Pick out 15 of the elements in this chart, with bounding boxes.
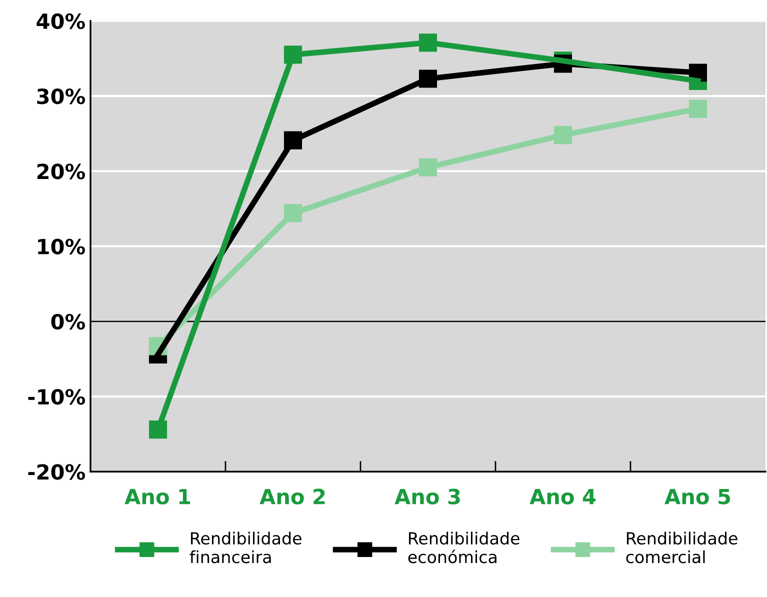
y-tick-label: -10%	[28, 388, 85, 405]
legend-label: Rendibilidade económica	[408, 532, 520, 564]
x-tick-label: Ano 3	[394, 488, 460, 504]
x-tick-label: Ano 5	[664, 488, 730, 504]
x-tick-label: Ano 4	[530, 488, 596, 504]
y-tick-label: 30%	[37, 88, 85, 104]
legend-label: Rendibilidade comercial	[626, 532, 738, 564]
y-tick-label: 0%	[51, 314, 85, 330]
y-tick-label: -20%	[28, 464, 85, 480]
y-tick-label: 40%	[36, 13, 85, 30]
y-tick-label: 20%	[37, 164, 85, 180]
y-tick-label: 10%	[38, 238, 85, 254]
legend-label: Rendibilidade financeira	[190, 532, 302, 564]
x-tick-label: Ano 1	[124, 488, 190, 504]
x-tick-label: Ano 2	[260, 488, 325, 504]
